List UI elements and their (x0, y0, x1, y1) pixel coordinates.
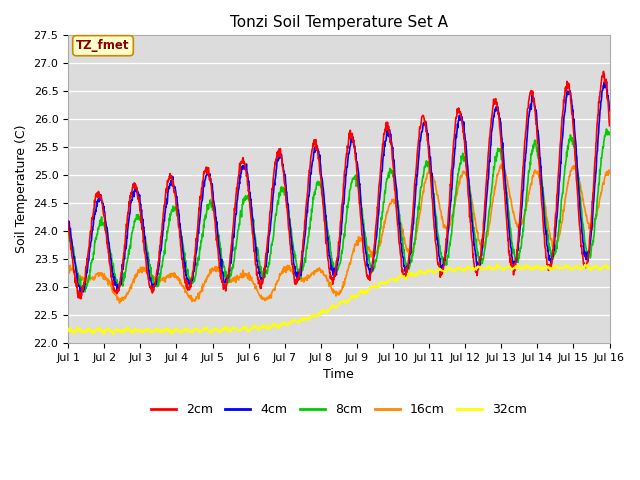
16cm (494, 170, 502, 176)
4cm (246, 192, 253, 198)
16cm (172, 275, 180, 280)
32cm (246, 328, 253, 334)
Text: TZ_fmet: TZ_fmet (76, 39, 130, 52)
2cm (600, 69, 607, 74)
Line: 2cm: 2cm (68, 72, 609, 299)
4cm (541, 229, 549, 235)
4cm (603, 79, 611, 84)
16cm (542, 208, 550, 214)
16cm (605, 170, 613, 176)
8cm (246, 199, 253, 204)
4cm (605, 108, 613, 113)
4cm (494, 104, 502, 110)
Line: 8cm: 8cm (68, 129, 609, 292)
Title: Tonzi Soil Temperature Set A: Tonzi Soil Temperature Set A (230, 15, 448, 30)
32cm (100, 332, 108, 337)
8cm (423, 160, 431, 166)
X-axis label: Time: Time (323, 368, 354, 381)
8cm (81, 289, 89, 295)
32cm (542, 263, 550, 269)
8cm (172, 206, 180, 212)
8cm (541, 214, 549, 220)
2cm (64, 218, 72, 224)
16cm (185, 295, 193, 300)
8cm (494, 145, 502, 151)
16cm (498, 161, 506, 167)
4cm (76, 291, 84, 297)
16cm (64, 268, 72, 274)
16cm (116, 300, 124, 306)
8cm (185, 275, 193, 281)
Y-axis label: Soil Temperature (C): Soil Temperature (C) (15, 125, 28, 253)
Legend: 2cm, 4cm, 8cm, 16cm, 32cm: 2cm, 4cm, 8cm, 16cm, 32cm (146, 398, 532, 421)
4cm (64, 221, 72, 227)
32cm (605, 265, 613, 271)
2cm (172, 195, 180, 201)
Line: 4cm: 4cm (68, 82, 609, 294)
2cm (423, 133, 431, 139)
8cm (64, 223, 72, 229)
4cm (172, 189, 180, 194)
2cm (185, 285, 193, 291)
16cm (423, 172, 431, 178)
Line: 16cm: 16cm (68, 164, 609, 303)
32cm (64, 326, 72, 332)
4cm (423, 128, 431, 133)
32cm (494, 264, 502, 270)
32cm (172, 325, 180, 331)
8cm (603, 126, 611, 132)
32cm (423, 267, 431, 273)
2cm (494, 105, 502, 110)
2cm (605, 123, 613, 129)
4cm (185, 280, 193, 286)
2cm (77, 296, 84, 301)
Line: 32cm: 32cm (68, 264, 609, 335)
2cm (541, 246, 549, 252)
2cm (246, 198, 253, 204)
32cm (185, 328, 193, 334)
16cm (246, 277, 253, 283)
8cm (605, 130, 613, 136)
32cm (493, 261, 501, 267)
